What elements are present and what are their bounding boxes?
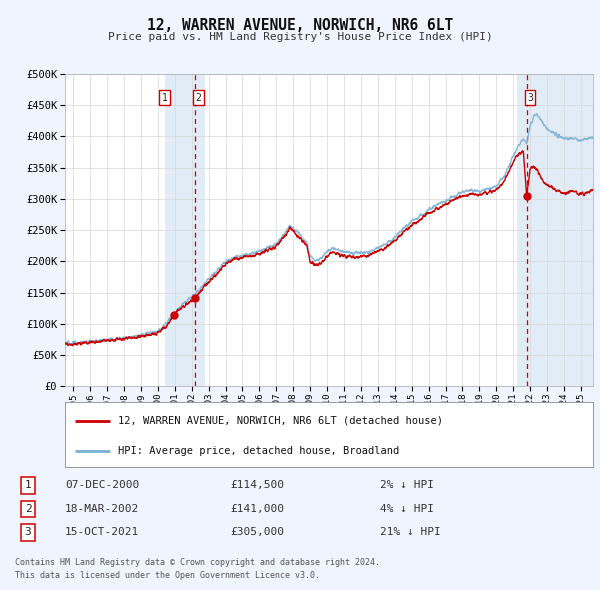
Text: Price paid vs. HM Land Registry's House Price Index (HPI): Price paid vs. HM Land Registry's House …: [107, 32, 493, 42]
Text: 4% ↓ HPI: 4% ↓ HPI: [380, 504, 434, 514]
Text: This data is licensed under the Open Government Licence v3.0.: This data is licensed under the Open Gov…: [15, 571, 320, 579]
Text: 07-DEC-2000: 07-DEC-2000: [65, 480, 139, 490]
Text: HPI: Average price, detached house, Broadland: HPI: Average price, detached house, Broa…: [118, 446, 399, 456]
Text: £141,000: £141,000: [230, 504, 284, 514]
Text: 3: 3: [527, 93, 533, 103]
Text: £305,000: £305,000: [230, 527, 284, 537]
Text: 1: 1: [161, 93, 167, 103]
Text: 2: 2: [196, 93, 202, 103]
Text: 3: 3: [25, 527, 31, 537]
Bar: [164, 74, 205, 386]
Text: 12, WARREN AVENUE, NORWICH, NR6 6LT (detached house): 12, WARREN AVENUE, NORWICH, NR6 6LT (det…: [118, 415, 443, 425]
Text: 2% ↓ HPI: 2% ↓ HPI: [380, 480, 434, 490]
Text: 2: 2: [25, 504, 31, 514]
Text: 18-MAR-2002: 18-MAR-2002: [65, 504, 139, 514]
Text: 12, WARREN AVENUE, NORWICH, NR6 6LT: 12, WARREN AVENUE, NORWICH, NR6 6LT: [147, 18, 453, 32]
Text: Contains HM Land Registry data © Crown copyright and database right 2024.: Contains HM Land Registry data © Crown c…: [15, 558, 380, 566]
Text: 15-OCT-2021: 15-OCT-2021: [65, 527, 139, 537]
Text: 1: 1: [25, 480, 31, 490]
Text: £114,500: £114,500: [230, 480, 284, 490]
Text: 21% ↓ HPI: 21% ↓ HPI: [380, 527, 441, 537]
Bar: [517, 74, 593, 386]
